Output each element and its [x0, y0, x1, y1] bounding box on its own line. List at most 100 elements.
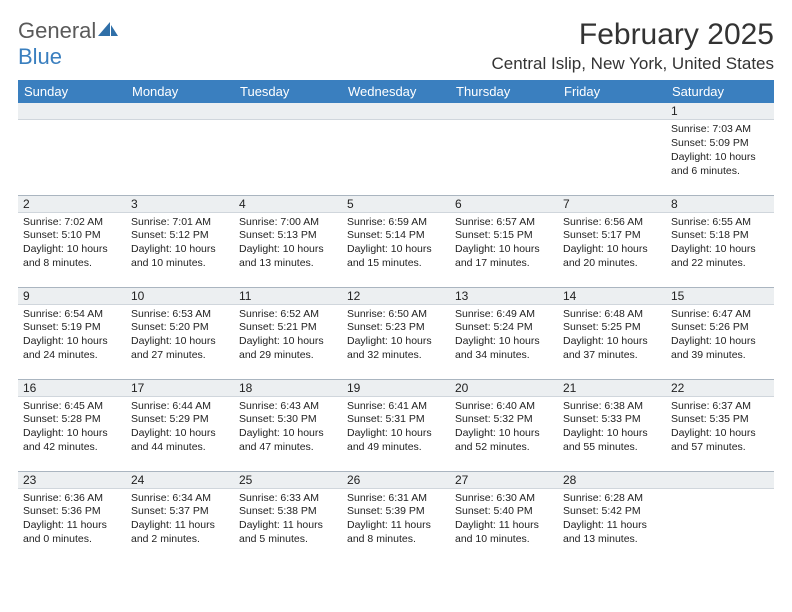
day-details: Sunrise: 7:02 AMSunset: 5:10 PMDaylight:… [18, 213, 126, 276]
day-number: 18 [234, 380, 342, 397]
calendar-row: 1Sunrise: 7:03 AMSunset: 5:09 PMDaylight… [18, 103, 774, 195]
calendar-row: 9Sunrise: 6:54 AMSunset: 5:19 PMDaylight… [18, 287, 774, 379]
logo-text-blue: Blue [18, 44, 62, 69]
calendar-cell: 9Sunrise: 6:54 AMSunset: 5:19 PMDaylight… [18, 287, 126, 379]
calendar-cell [18, 103, 126, 195]
calendar-cell: 4Sunrise: 7:00 AMSunset: 5:13 PMDaylight… [234, 195, 342, 287]
calendar-table: SundayMondayTuesdayWednesdayThursdayFrid… [18, 80, 774, 563]
day-number-empty [234, 103, 342, 120]
month-title: February 2025 [491, 18, 774, 52]
weekday-header: Tuesday [234, 80, 342, 103]
day-details: Sunrise: 6:38 AMSunset: 5:33 PMDaylight:… [558, 397, 666, 460]
day-number-empty [126, 103, 234, 120]
calendar-cell: 20Sunrise: 6:40 AMSunset: 5:32 PMDayligh… [450, 379, 558, 471]
day-number: 11 [234, 288, 342, 305]
calendar-cell: 5Sunrise: 6:59 AMSunset: 5:14 PMDaylight… [342, 195, 450, 287]
day-number: 21 [558, 380, 666, 397]
day-details: Sunrise: 6:33 AMSunset: 5:38 PMDaylight:… [234, 489, 342, 552]
calendar-cell: 25Sunrise: 6:33 AMSunset: 5:38 PMDayligh… [234, 471, 342, 563]
day-details: Sunrise: 7:01 AMSunset: 5:12 PMDaylight:… [126, 213, 234, 276]
day-number: 14 [558, 288, 666, 305]
calendar-cell [450, 103, 558, 195]
day-number: 15 [666, 288, 774, 305]
day-number: 4 [234, 196, 342, 213]
day-details: Sunrise: 6:41 AMSunset: 5:31 PMDaylight:… [342, 397, 450, 460]
day-number: 8 [666, 196, 774, 213]
calendar-cell: 19Sunrise: 6:41 AMSunset: 5:31 PMDayligh… [342, 379, 450, 471]
day-number: 24 [126, 472, 234, 489]
calendar-row: 23Sunrise: 6:36 AMSunset: 5:36 PMDayligh… [18, 471, 774, 563]
day-number: 9 [18, 288, 126, 305]
day-details: Sunrise: 6:36 AMSunset: 5:36 PMDaylight:… [18, 489, 126, 552]
day-number: 26 [342, 472, 450, 489]
day-number: 28 [558, 472, 666, 489]
day-number: 23 [18, 472, 126, 489]
day-details: Sunrise: 6:49 AMSunset: 5:24 PMDaylight:… [450, 305, 558, 368]
day-details: Sunrise: 7:00 AMSunset: 5:13 PMDaylight:… [234, 213, 342, 276]
calendar-cell [558, 103, 666, 195]
calendar-cell: 13Sunrise: 6:49 AMSunset: 5:24 PMDayligh… [450, 287, 558, 379]
calendar-cell: 15Sunrise: 6:47 AMSunset: 5:26 PMDayligh… [666, 287, 774, 379]
calendar-cell: 14Sunrise: 6:48 AMSunset: 5:25 PMDayligh… [558, 287, 666, 379]
calendar-cell: 16Sunrise: 6:45 AMSunset: 5:28 PMDayligh… [18, 379, 126, 471]
day-number: 13 [450, 288, 558, 305]
day-number-empty [342, 103, 450, 120]
calendar-cell: 22Sunrise: 6:37 AMSunset: 5:35 PMDayligh… [666, 379, 774, 471]
calendar-cell: 1Sunrise: 7:03 AMSunset: 5:09 PMDaylight… [666, 103, 774, 195]
calendar-cell: 11Sunrise: 6:52 AMSunset: 5:21 PMDayligh… [234, 287, 342, 379]
day-number-empty [450, 103, 558, 120]
weekday-header: Thursday [450, 80, 558, 103]
calendar-cell: 27Sunrise: 6:30 AMSunset: 5:40 PMDayligh… [450, 471, 558, 563]
day-number: 7 [558, 196, 666, 213]
title-block: February 2025 Central Islip, New York, U… [491, 18, 774, 74]
calendar-cell [666, 471, 774, 563]
day-details: Sunrise: 6:30 AMSunset: 5:40 PMDaylight:… [450, 489, 558, 552]
weekday-header: Saturday [666, 80, 774, 103]
calendar-cell [234, 103, 342, 195]
day-number-empty [666, 472, 774, 489]
weekday-header: Wednesday [342, 80, 450, 103]
calendar-cell: 24Sunrise: 6:34 AMSunset: 5:37 PMDayligh… [126, 471, 234, 563]
day-details: Sunrise: 6:28 AMSunset: 5:42 PMDaylight:… [558, 489, 666, 552]
day-details: Sunrise: 6:34 AMSunset: 5:37 PMDaylight:… [126, 489, 234, 552]
day-number-empty [18, 103, 126, 120]
day-details: Sunrise: 6:56 AMSunset: 5:17 PMDaylight:… [558, 213, 666, 276]
calendar-cell: 26Sunrise: 6:31 AMSunset: 5:39 PMDayligh… [342, 471, 450, 563]
day-details: Sunrise: 6:50 AMSunset: 5:23 PMDaylight:… [342, 305, 450, 368]
day-details: Sunrise: 6:40 AMSunset: 5:32 PMDaylight:… [450, 397, 558, 460]
calendar-cell: 18Sunrise: 6:43 AMSunset: 5:30 PMDayligh… [234, 379, 342, 471]
day-number: 6 [450, 196, 558, 213]
day-number: 2 [18, 196, 126, 213]
day-number: 16 [18, 380, 126, 397]
day-number: 1 [666, 103, 774, 120]
day-details: Sunrise: 7:03 AMSunset: 5:09 PMDaylight:… [666, 120, 774, 183]
day-details: Sunrise: 6:55 AMSunset: 5:18 PMDaylight:… [666, 213, 774, 276]
day-number-empty [558, 103, 666, 120]
day-details: Sunrise: 6:54 AMSunset: 5:19 PMDaylight:… [18, 305, 126, 368]
day-number: 3 [126, 196, 234, 213]
calendar-cell: 2Sunrise: 7:02 AMSunset: 5:10 PMDaylight… [18, 195, 126, 287]
calendar-cell: 28Sunrise: 6:28 AMSunset: 5:42 PMDayligh… [558, 471, 666, 563]
logo-text-general: General [18, 18, 96, 43]
day-details: Sunrise: 6:57 AMSunset: 5:15 PMDaylight:… [450, 213, 558, 276]
day-details: Sunrise: 6:31 AMSunset: 5:39 PMDaylight:… [342, 489, 450, 552]
calendar-row: 2Sunrise: 7:02 AMSunset: 5:10 PMDaylight… [18, 195, 774, 287]
day-details: Sunrise: 6:53 AMSunset: 5:20 PMDaylight:… [126, 305, 234, 368]
calendar-cell: 10Sunrise: 6:53 AMSunset: 5:20 PMDayligh… [126, 287, 234, 379]
day-number: 17 [126, 380, 234, 397]
day-details: Sunrise: 6:44 AMSunset: 5:29 PMDaylight:… [126, 397, 234, 460]
calendar-cell: 8Sunrise: 6:55 AMSunset: 5:18 PMDaylight… [666, 195, 774, 287]
day-details: Sunrise: 6:43 AMSunset: 5:30 PMDaylight:… [234, 397, 342, 460]
calendar-cell: 21Sunrise: 6:38 AMSunset: 5:33 PMDayligh… [558, 379, 666, 471]
calendar-cell [126, 103, 234, 195]
day-details: Sunrise: 6:52 AMSunset: 5:21 PMDaylight:… [234, 305, 342, 368]
calendar-row: 16Sunrise: 6:45 AMSunset: 5:28 PMDayligh… [18, 379, 774, 471]
calendar-cell: 17Sunrise: 6:44 AMSunset: 5:29 PMDayligh… [126, 379, 234, 471]
weekday-header-row: SundayMondayTuesdayWednesdayThursdayFrid… [18, 80, 774, 103]
day-number: 22 [666, 380, 774, 397]
day-number: 20 [450, 380, 558, 397]
calendar-cell [342, 103, 450, 195]
day-number: 10 [126, 288, 234, 305]
weekday-header: Monday [126, 80, 234, 103]
day-details: Sunrise: 6:45 AMSunset: 5:28 PMDaylight:… [18, 397, 126, 460]
